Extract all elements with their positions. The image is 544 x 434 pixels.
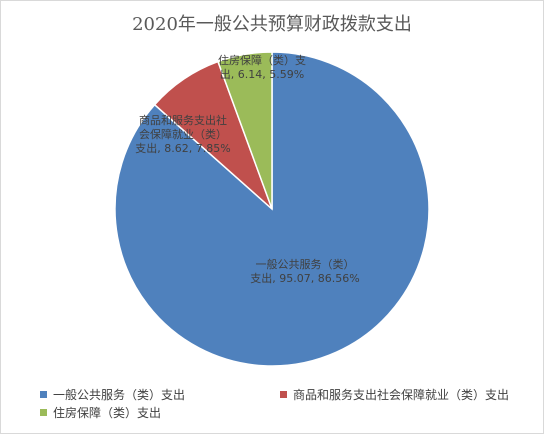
legend-item-housing-security: 住房保障（类）支出 <box>40 404 161 421</box>
legend-label: 住房保障（类）支出 <box>53 406 162 420</box>
pie-slice-general-public-services <box>114 51 430 367</box>
pie-slice-housing-security <box>217 51 273 210</box>
data-label-general-public-services: 一般公共服务（类）支出, 95.07, 86.56% <box>250 257 359 285</box>
legend-label: 商品和服务支出社会保障就业（类）支出 <box>293 388 510 402</box>
legend-label: 一般公共服务（类）支出 <box>53 388 186 402</box>
chart-title: 2020年一般公共预算财政拨款支出 <box>132 14 412 35</box>
legend-swatch-housing-security <box>40 409 47 416</box>
data-label-housing-security: 住房保障（类）支出, 6.14, 5.59% <box>218 53 306 81</box>
legend-item-goods-services-social-security: 商品和服务支出社会保障就业（类）支出 <box>280 386 509 403</box>
legend-item-general-public-services: 一般公共服务（类）支出 <box>40 386 185 403</box>
legend-swatch-general-public-services <box>40 391 47 398</box>
legend-swatch-goods-services-social-security <box>280 391 287 398</box>
data-label-goods-services-social-security: 商品和服务支出社会保障就业（类）支出, 8.62, 7.85% <box>135 113 230 155</box>
